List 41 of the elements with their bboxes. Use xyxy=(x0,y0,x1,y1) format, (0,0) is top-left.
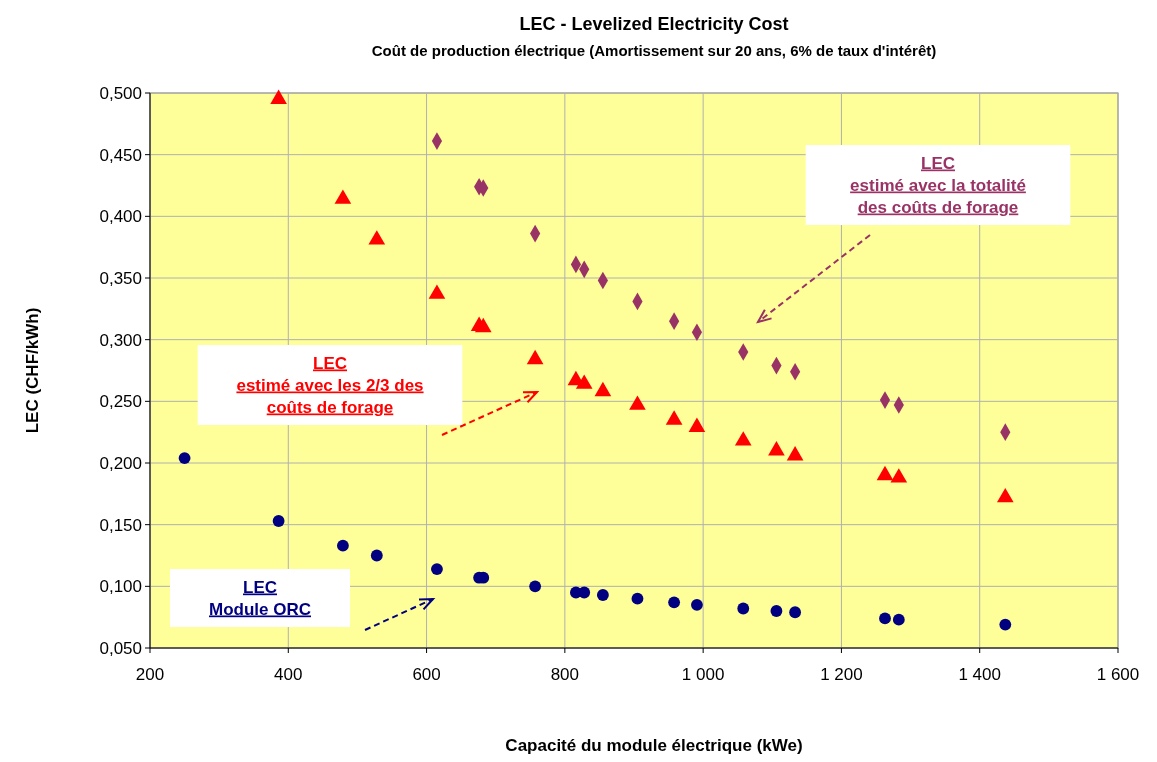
y-tick-label: 0,200 xyxy=(99,453,142,473)
point xyxy=(370,549,383,562)
point xyxy=(879,612,891,625)
y-tick-label: 0,100 xyxy=(99,577,142,597)
point xyxy=(892,613,905,626)
point xyxy=(431,563,443,575)
y-axis-title: LEC (CHF/kWh) xyxy=(23,307,42,434)
x-tick-label: 1 000 xyxy=(681,665,725,684)
point xyxy=(770,605,783,617)
annotation: LEC estimé avec les 2/3 des coûts de forage xyxy=(236,353,424,417)
annotation: LEC estimé avec la totalité des coûts de forage xyxy=(850,153,1026,217)
point xyxy=(999,618,1012,631)
x-tick-label: 200 xyxy=(135,665,165,684)
y-tick-label: 0,400 xyxy=(99,207,142,227)
y-tick-label: 0,500 xyxy=(99,83,142,103)
x-tick-label: 1 400 xyxy=(958,665,1001,684)
y-tick-label: 0,450 xyxy=(99,145,142,165)
point xyxy=(178,452,191,464)
y-tick-label: 0,300 xyxy=(99,330,142,350)
point xyxy=(336,539,349,552)
point xyxy=(789,606,802,619)
x-tick-label: 600 xyxy=(412,665,441,684)
annotation: LEC Module ORC xyxy=(209,577,311,619)
x-tick-label: 400 xyxy=(274,665,303,684)
y-tick-label: 0,350 xyxy=(99,268,142,288)
x-tick-label: 1 600 xyxy=(1096,665,1140,684)
x-axis-title: Capacité du module électrique (kWe) xyxy=(505,736,803,755)
point xyxy=(737,602,750,615)
chart-subtitle: Coût de production électrique (Amortissement sur 20 ans, 6% de taux d'intérêt) xyxy=(371,42,937,59)
y-tick-label: 0,050 xyxy=(99,638,142,658)
x-tick-label: 800 xyxy=(550,665,580,684)
point xyxy=(631,592,644,605)
chart-title: LEC - Levelized Electricity Cost xyxy=(519,14,789,34)
point xyxy=(596,589,609,601)
point xyxy=(529,580,542,593)
point xyxy=(668,596,681,609)
y-tick-label: 0,150 xyxy=(99,515,142,535)
y-tick-label: 0,250 xyxy=(99,392,142,412)
x-tick-label: 1 200 xyxy=(820,665,863,684)
point xyxy=(272,515,285,527)
point xyxy=(691,598,703,611)
